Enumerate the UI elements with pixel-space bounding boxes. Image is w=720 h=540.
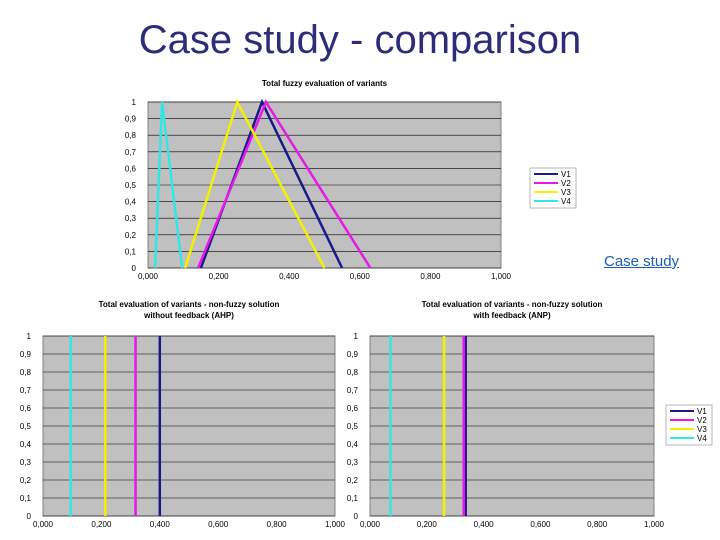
y-tick-label: 0,8 bbox=[20, 368, 32, 377]
chart-3: Total evaluation of variants - non-fuzzy… bbox=[347, 300, 713, 529]
y-tick-label: 0,9 bbox=[20, 350, 32, 359]
y-tick-label: 0,6 bbox=[125, 164, 137, 173]
y-tick-label: 0,3 bbox=[347, 458, 359, 467]
x-tick-label: 0,000 bbox=[360, 520, 381, 529]
x-tick-label: 1,000 bbox=[491, 272, 512, 281]
x-tick-label: 0,600 bbox=[350, 272, 371, 281]
legend-label: V1 bbox=[697, 407, 707, 416]
x-tick-label: 0,400 bbox=[474, 520, 495, 529]
y-tick-label: 0 bbox=[132, 264, 137, 273]
y-tick-label: 0,4 bbox=[347, 440, 359, 449]
y-tick-label: 0,8 bbox=[125, 131, 137, 140]
y-tick-label: 0,5 bbox=[347, 422, 359, 431]
y-tick-label: 0,7 bbox=[125, 148, 137, 157]
x-tick-label: 0,800 bbox=[267, 520, 288, 529]
x-tick-label: 0,200 bbox=[209, 272, 230, 281]
y-tick-label: 0,8 bbox=[347, 368, 359, 377]
legend-label: V3 bbox=[561, 188, 571, 197]
chart-subtitle: without feedback (AHP) bbox=[143, 311, 234, 320]
x-tick-label: 0,800 bbox=[587, 520, 608, 529]
y-tick-label: 0,4 bbox=[125, 198, 137, 207]
legend-label: V2 bbox=[697, 416, 707, 425]
y-tick-label: 0,2 bbox=[347, 476, 359, 485]
chart-2: Total evaluation of variants - non-fuzzy… bbox=[20, 300, 346, 529]
x-tick-label: 0,400 bbox=[150, 520, 171, 529]
legend-label: V2 bbox=[561, 179, 571, 188]
legend-label: V3 bbox=[697, 425, 707, 434]
x-tick-label: 1,000 bbox=[325, 520, 346, 529]
y-tick-label: 0,9 bbox=[125, 115, 137, 124]
y-tick-label: 1 bbox=[27, 332, 32, 341]
chart-1: Total fuzzy evaluation of variants 0 0,1 0,… bbox=[125, 79, 577, 281]
chart-title: Total evaluation of variants - non-fuzzy… bbox=[99, 300, 280, 309]
y-tick-label: 0,6 bbox=[347, 404, 359, 413]
y-tick-label: 0 bbox=[354, 512, 359, 521]
series-line-v3 bbox=[183, 98, 326, 269]
legend-label: V4 bbox=[561, 197, 571, 206]
y-tick-label: 0,1 bbox=[347, 494, 359, 503]
y-tick-label: 0,5 bbox=[125, 181, 137, 190]
y-tick-label: 1 bbox=[354, 332, 359, 341]
series-line-v4 bbox=[153, 101, 184, 269]
y-tick-label: 0,6 bbox=[20, 404, 32, 413]
x-tick-label: 0,000 bbox=[33, 520, 54, 529]
x-tick-label: 0,200 bbox=[417, 520, 438, 529]
y-tick-label: 0,7 bbox=[20, 386, 32, 395]
x-tick-label: 1,000 bbox=[644, 520, 665, 529]
legend-label: V1 bbox=[561, 170, 571, 179]
series-line-v2 bbox=[196, 99, 372, 269]
y-tick-label: 1 bbox=[132, 98, 137, 107]
legend-label: V4 bbox=[697, 434, 707, 443]
x-tick-label: 0,600 bbox=[208, 520, 229, 529]
slide-title: Case study - comparison bbox=[138, 18, 582, 62]
y-tick-label: 0,1 bbox=[20, 494, 32, 503]
y-tick-label: 0,3 bbox=[125, 214, 137, 223]
y-tick-label: 0,9 bbox=[347, 350, 359, 359]
case-study-link[interactable]: Case study bbox=[604, 253, 680, 270]
y-tick-label: 0,5 bbox=[20, 422, 32, 431]
x-tick-label: 0,400 bbox=[279, 272, 300, 281]
y-tick-label: 0,3 bbox=[20, 458, 32, 467]
y-tick-label: 0,4 bbox=[20, 440, 32, 449]
y-tick-label: 0,2 bbox=[20, 476, 32, 485]
x-tick-label: 0,600 bbox=[530, 520, 551, 529]
chart-title: Total evaluation of variants - non-fuzzy… bbox=[422, 300, 603, 309]
chart-title: Total fuzzy evaluation of variants bbox=[262, 79, 388, 88]
y-tick-label: 0,1 bbox=[125, 247, 137, 256]
y-tick-label: 0,7 bbox=[347, 386, 359, 395]
x-tick-label: 0,200 bbox=[91, 520, 112, 529]
x-tick-label: 0,800 bbox=[420, 272, 441, 281]
y-tick-label: 0,2 bbox=[125, 231, 137, 240]
y-tick-label: 0 bbox=[27, 512, 32, 521]
x-tick-label: 0,000 bbox=[138, 272, 159, 281]
chart-subtitle: with feedback (ANP) bbox=[472, 311, 551, 320]
